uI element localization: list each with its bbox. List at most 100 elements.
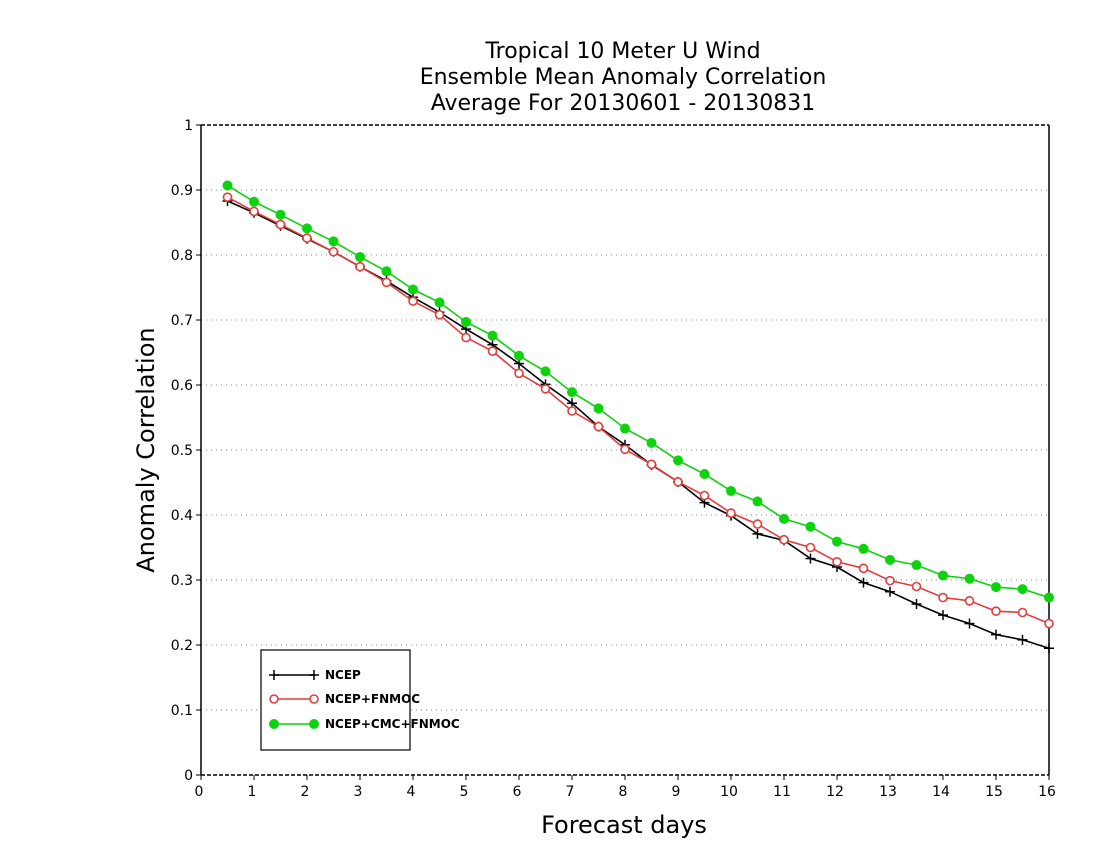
data-point: [938, 610, 948, 621]
data-point: [673, 455, 683, 466]
data-point: [858, 577, 869, 588]
series-line: [227, 196, 1050, 625]
data-point: [699, 469, 710, 480]
data-point: [381, 277, 392, 288]
data-point: [726, 485, 736, 496]
legend-label: NCEP+FNMOC: [325, 692, 420, 706]
x-tick-label: 0: [195, 784, 204, 800]
y-tick-label: 0.9: [171, 183, 193, 199]
data-point: [514, 350, 524, 361]
legend-label: NCEP+CMC+FNMOC: [325, 717, 460, 731]
data-point: [328, 246, 339, 257]
y-axis-label: Anomaly Correlation: [132, 327, 160, 572]
series-layer: [222, 180, 1054, 654]
legend-marker: [269, 670, 279, 680]
x-tick-label: 11: [773, 784, 791, 800]
data-point: [964, 573, 975, 584]
data-point: [593, 421, 604, 432]
series-ncep-fnmoc: [222, 192, 1054, 629]
y-tick-label: 0.5: [171, 443, 193, 459]
data-point: [964, 618, 975, 629]
data-point: [911, 581, 922, 592]
data-point: [1044, 592, 1054, 603]
x-tick-label: 4: [407, 784, 416, 800]
axes-layer: [196, 124, 1050, 780]
data-point: [699, 490, 710, 501]
data-point: [832, 536, 842, 547]
data-point: [275, 209, 286, 220]
data-point: [620, 423, 630, 434]
data-point: [964, 595, 975, 606]
data-point: [593, 403, 604, 414]
data-point: [328, 236, 339, 247]
y-tick-label: 0.8: [171, 248, 193, 264]
y-tick-label: 0.3: [171, 573, 193, 589]
data-point: [673, 477, 683, 487]
series-line: [227, 184, 1050, 599]
x-tick-label: 14: [932, 784, 950, 800]
data-point: [752, 528, 763, 539]
data-point: [858, 543, 869, 554]
x-tick-label: 7: [566, 784, 575, 800]
series-line: [227, 200, 1050, 650]
data-point: [938, 592, 948, 603]
y-tick-label: 0.6: [171, 378, 193, 394]
data-point: [355, 251, 365, 262]
data-point: [779, 513, 789, 524]
data-point: [355, 261, 365, 272]
data-point: [938, 570, 948, 581]
data-point: [805, 521, 816, 532]
series-ncep-cmc-fnmoc: [222, 180, 1054, 603]
data-point: [381, 266, 392, 277]
data-point: [805, 542, 816, 553]
legend: NCEP NCEP+FNMOC NCEP+CMC+FNMOC: [260, 649, 460, 751]
y-tick-label: 1: [184, 118, 193, 134]
chart-title-line: Ensemble Mean Anomaly Correlation: [420, 65, 827, 90]
data-point: [514, 368, 524, 379]
data-point: [1017, 607, 1028, 618]
data-point: [434, 297, 445, 308]
data-point: [991, 606, 1001, 617]
x-tick-label: 16: [1038, 784, 1056, 800]
data-point: [408, 284, 418, 295]
x-tick-label: 10: [720, 784, 738, 800]
x-tick-label: 3: [354, 784, 363, 800]
x-tick-label: 9: [672, 784, 681, 800]
data-point: [911, 599, 922, 610]
data-point: [540, 366, 551, 377]
data-point: [885, 575, 895, 586]
data-point: [752, 496, 763, 507]
data-point: [302, 233, 312, 243]
data-point: [726, 508, 736, 518]
data-point: [1044, 643, 1054, 654]
data-point: [911, 560, 922, 571]
x-tick-label: 8: [619, 784, 628, 800]
text-layer: 00.10.20.30.40.50.60.70.80.910 1 2 3 4 5 6 7 8 9 1…: [132, 39, 1056, 839]
data-point: [222, 192, 233, 202]
y-tick-label: 0.7: [171, 313, 193, 329]
x-axis-label: Forecast days: [541, 811, 707, 839]
data-point: [805, 553, 816, 564]
data-point: [779, 534, 789, 545]
data-point: [885, 586, 895, 597]
chart-title-line: Average For 20130601 - 20130831: [431, 91, 816, 116]
data-point: [249, 196, 259, 207]
legend-marker: [269, 719, 279, 729]
data-point: [461, 316, 471, 327]
data-point: [222, 180, 233, 191]
y-tick-label: 0.4: [171, 508, 193, 524]
data-point: [620, 444, 630, 455]
y-tick-label: 0: [184, 768, 193, 784]
legend-marker: [309, 719, 319, 729]
data-point: [567, 406, 577, 416]
x-tick-label: 2: [301, 784, 310, 800]
data-point: [461, 332, 471, 343]
series-ncep: [222, 196, 1054, 654]
data-point: [646, 459, 657, 470]
legend-entry: NCEP: [269, 668, 361, 682]
data-point: [858, 563, 869, 574]
data-point: [832, 556, 842, 567]
x-tick-label: 15: [985, 784, 1003, 800]
data-point: [540, 384, 551, 394]
